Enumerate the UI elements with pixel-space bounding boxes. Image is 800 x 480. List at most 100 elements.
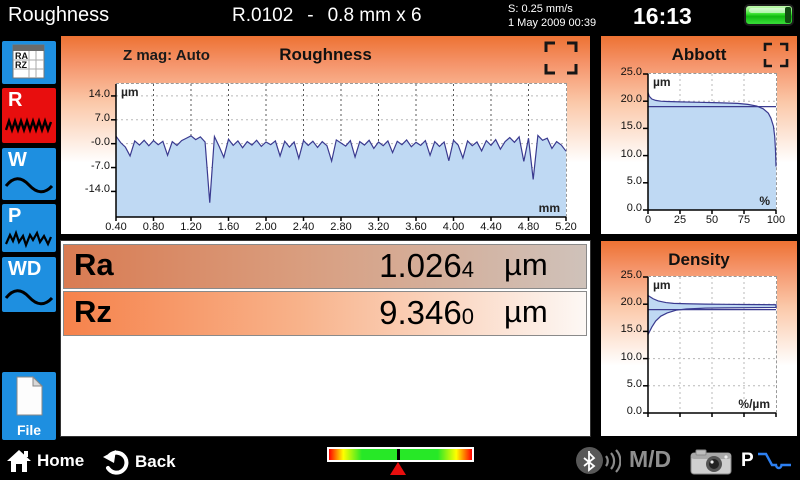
date-time: 1 May 2009 00:39 [508, 17, 597, 29]
y-tick-label: 14.0 [88, 87, 110, 100]
x-tick-label: 3.20 [367, 221, 390, 233]
y-unit-label: µm [653, 278, 671, 292]
program-id: R.0102 [232, 5, 294, 26]
wd-wave-icon [5, 289, 53, 306]
zmag-label: Z mag: Auto [123, 47, 210, 64]
home-icon [7, 450, 31, 472]
y-tick-label: -14.0 [84, 183, 110, 196]
svg-text:RA: RA [15, 51, 28, 61]
page-title: Roughness [8, 4, 110, 26]
stylus-position-marker [389, 462, 406, 475]
y-tick-label: 10.0 [620, 147, 642, 160]
abbott-curve-chart [643, 73, 777, 214]
sidebar-item-primary[interactable]: P [2, 204, 56, 252]
x-tick-label: 25 [673, 214, 687, 226]
result-row-ra[interactable]: Ra 1.0264 µm [63, 244, 587, 289]
bottom-toolbar: Home Back M/D [0, 443, 800, 480]
waviness-wave-icon [5, 177, 53, 194]
battery-icon [744, 4, 794, 26]
sidebar-item-wd[interactable]: WD [2, 257, 56, 312]
profile-type-indicator: P [741, 449, 793, 473]
parameter-value: 1.0264 [379, 247, 474, 284]
y-tick-label: 0.0 [626, 202, 642, 214]
results-panel: Ra 1.0264 µm Rz 9.3460 µm [60, 240, 591, 437]
file-icon [16, 376, 44, 416]
chart-title: Roughness [279, 45, 372, 64]
x-unit-label: % [759, 194, 770, 208]
y-tick-label: 7.0 [94, 111, 110, 124]
density-curve-chart [643, 276, 777, 417]
home-button[interactable]: Home [6, 448, 84, 474]
x-tick-label: 4.80 [517, 221, 540, 233]
profile-wave-icon [757, 452, 791, 470]
x-tick-label: 5.20 [555, 221, 577, 233]
x-tick-label: 1.20 [180, 221, 202, 233]
y-tick-label: 15.0 [620, 323, 642, 336]
focus-bracket-icon [544, 41, 578, 75]
sidebar-item-ra-rz-table[interactable]: RA RZ [2, 41, 56, 84]
focus-bracket-icon [763, 42, 789, 68]
cutoff-range: 0.8 mm x 6 [327, 5, 422, 26]
parameter-unit: µm [504, 294, 548, 329]
roughness-wave-icon [5, 117, 53, 134]
signal-waves-icon [605, 448, 621, 473]
y-tick-label: 25.0 [620, 66, 642, 78]
traverse-speed: S: 0.25 mm/s [508, 3, 573, 15]
x-tick-label: 4.00 [442, 221, 465, 233]
primary-wave-icon [5, 229, 53, 249]
y-tick-label: 15.0 [620, 120, 642, 133]
top-status-bar: Roughness R.0102-0.8 mm x 6 S: 0.25 mm/s… [0, 0, 800, 32]
sidebar-item-file[interactable]: File [2, 372, 56, 440]
parameter-unit: µm [504, 247, 548, 282]
roughness-profile-chart [111, 84, 567, 221]
parameter-name: Ra [74, 247, 114, 282]
x-tick-label: 0.40 [105, 221, 127, 233]
program-info: R.0102-0.8 mm x 6 [232, 5, 436, 27]
mode-indicator[interactable]: M/D [629, 446, 672, 472]
abbott-chart-panel[interactable]: Abbott µm % 25.0 20.0 15.0 10.0 5.0 0.0 0 25 50 7… [600, 35, 798, 235]
y-tick-label: 5.0 [626, 174, 642, 187]
x-tick-label: 2.80 [330, 221, 352, 233]
x-tick-label: 0.80 [142, 221, 165, 233]
x-unit-label: %/µm [738, 397, 770, 411]
chart-title: Abbott [671, 45, 727, 64]
y-unit-label: µm [121, 85, 139, 99]
y-tick-label: -0.0 [91, 135, 110, 148]
table-icon: RA RZ [12, 44, 45, 79]
density-chart-panel[interactable]: Density µm %/µm 25.0 20.0 15.0 10.0 5.0 0.0 [600, 240, 798, 437]
x-tick-label: 0 [644, 214, 652, 226]
bluetooth-icon [576, 447, 603, 474]
y-unit-label: µm [653, 75, 671, 89]
x-tick-label: 1.60 [217, 221, 240, 233]
x-tick-label: 75 [737, 214, 751, 226]
speed-date-block: S: 0.25 mm/s 1 May 2009 00:39 [508, 2, 596, 30]
svg-text:RZ: RZ [15, 60, 27, 70]
x-tick-label: 100 [766, 214, 786, 226]
sidebar-item-waviness[interactable]: W [2, 148, 56, 200]
density-plot: µm %/µm [643, 276, 777, 417]
chart-title: Density [668, 250, 730, 269]
roughness-chart-panel[interactable]: Roughness Z mag: Auto µm mm 14.0 7.0 -0.0 -… [60, 35, 591, 235]
range-center-tick [396, 449, 400, 460]
back-arrow-icon [103, 450, 129, 475]
y-tick-label: 20.0 [620, 296, 642, 309]
roughness-plot: µm mm [111, 83, 567, 221]
sidebar-item-roughness[interactable]: R [2, 88, 56, 143]
back-button[interactable]: Back [102, 448, 176, 476]
bluetooth-status[interactable] [576, 447, 621, 474]
camera-icon[interactable] [690, 448, 732, 480]
y-tick-label: 0.0 [626, 405, 642, 417]
abbott-plot: µm % [643, 73, 777, 214]
x-unit-label: mm [538, 201, 560, 215]
program-dash: - [307, 5, 314, 26]
clock: 16:13 [633, 3, 692, 29]
measuring-range-indicator [327, 447, 474, 462]
x-tick-label: 2.40 [292, 221, 315, 233]
result-row-rz[interactable]: Rz 9.3460 µm [63, 291, 587, 336]
x-tick-label: 50 [705, 214, 719, 226]
y-tick-label: 20.0 [620, 93, 642, 106]
parameter-name: Rz [74, 294, 112, 329]
y-tick-label: 25.0 [620, 269, 642, 281]
parameter-value: 9.3460 [379, 294, 474, 331]
